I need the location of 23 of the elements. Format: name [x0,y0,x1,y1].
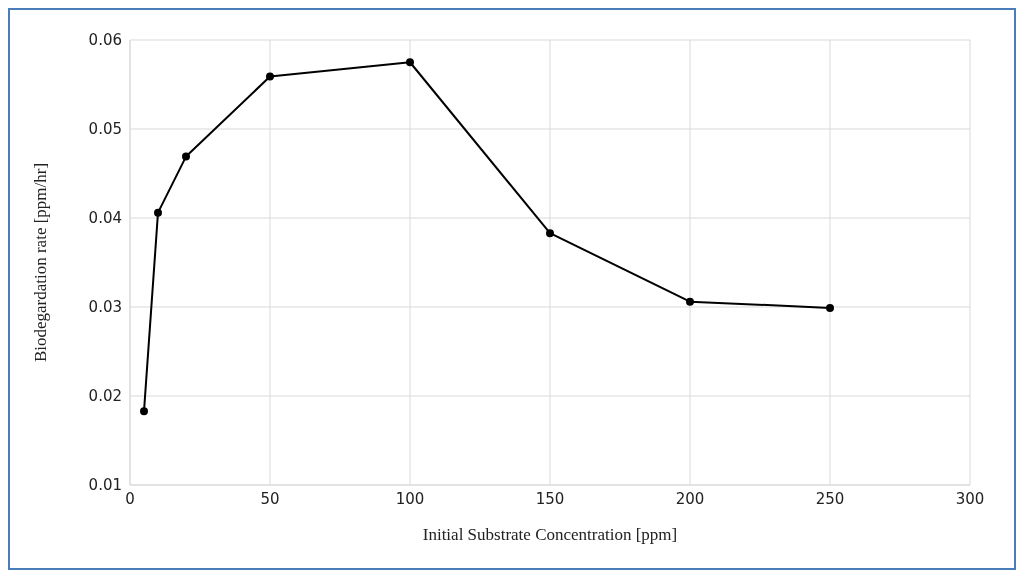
y-tick-label: 0.04 [88,209,122,228]
point [154,208,162,217]
point [182,152,190,161]
point [140,407,148,416]
x-tick-label: 200 [675,489,705,508]
point [686,297,694,306]
y-tick-label: 0.01 [88,476,122,495]
x-tick-label: 300 [955,489,985,508]
y-tick-label: 0.02 [88,387,122,406]
point [546,229,554,238]
y-axis-title: Biodegardation rate [ppm/hr] [31,162,51,363]
x-tick-label: 250 [815,489,845,508]
y-tick-label: 0.06 [88,31,122,50]
x-axis-title: Initial Substrate Concentration [ppm] [422,525,678,544]
x-tick-label: 0 [125,489,135,508]
x-tick-label: 150 [535,489,565,508]
point [266,72,274,81]
x-tick-label: 50 [260,489,280,508]
x-tick-label: 100 [395,489,425,508]
y-tick-label: 0.03 [88,298,122,317]
point [406,58,414,67]
y-tick-label: 0.05 [88,120,122,139]
point [826,303,834,312]
